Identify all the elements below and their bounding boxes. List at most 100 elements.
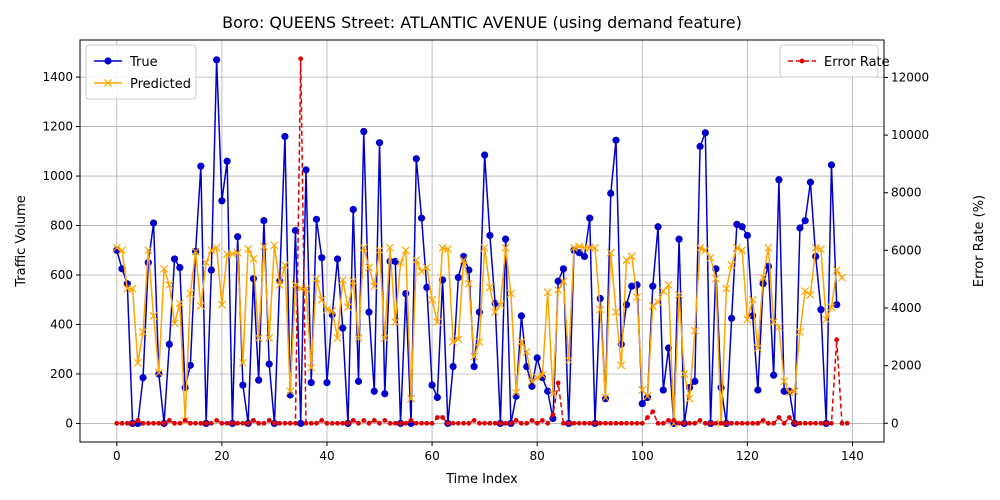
data-point xyxy=(144,246,153,255)
data-point xyxy=(770,371,778,379)
data-point xyxy=(627,252,636,261)
legend-marker xyxy=(103,78,113,88)
data-point xyxy=(118,246,127,255)
data-point xyxy=(512,392,520,400)
data-point xyxy=(172,420,177,426)
data-point xyxy=(175,299,184,308)
data-point xyxy=(470,362,478,371)
data-point xyxy=(486,231,494,240)
data-point xyxy=(166,417,172,423)
data-point xyxy=(524,420,530,426)
x-tick-label: 80 xyxy=(530,449,545,463)
data-point xyxy=(281,132,289,141)
right-y-tick-label: 10000 xyxy=(891,128,929,142)
data-point xyxy=(238,358,247,367)
data-point xyxy=(445,420,451,426)
data-point xyxy=(359,243,368,252)
data-point xyxy=(461,420,467,426)
data-point xyxy=(139,374,147,382)
data-point xyxy=(503,420,509,426)
data-point xyxy=(787,415,792,420)
right-y-axis-ticks: 0 2000 4000 6000 8000 10000 12000 xyxy=(884,70,929,430)
data-point xyxy=(333,334,342,343)
legend-label: Predicted xyxy=(130,77,191,92)
left-y-tick-label: 400 xyxy=(50,317,73,331)
data-point xyxy=(829,420,834,426)
data-point xyxy=(249,254,258,263)
data-point xyxy=(675,290,684,299)
data-point xyxy=(706,253,715,262)
data-point xyxy=(261,420,267,426)
data-point xyxy=(833,301,841,309)
data-point xyxy=(743,231,751,240)
data-point xyxy=(182,417,188,423)
data-point xyxy=(470,352,479,361)
data-point xyxy=(697,417,703,423)
data-point xyxy=(723,420,729,426)
data-point xyxy=(308,420,314,426)
data-point xyxy=(471,417,477,423)
x-tick-label: 0 xyxy=(113,449,121,463)
data-point xyxy=(680,369,689,378)
data-point xyxy=(286,391,294,399)
data-point xyxy=(307,379,315,387)
data-point xyxy=(692,420,698,426)
left-y-axis-ticks: 0 200 400 600 800 1000 1200 1400 xyxy=(42,70,80,430)
data-point xyxy=(465,266,473,274)
data-point xyxy=(133,358,142,367)
data-point xyxy=(186,361,194,369)
data-point xyxy=(380,334,389,343)
data-point xyxy=(601,395,610,403)
data-point xyxy=(229,420,235,426)
data-point xyxy=(534,420,540,426)
data-point xyxy=(149,219,158,227)
data-point xyxy=(297,419,305,428)
data-point xyxy=(491,308,500,317)
right-y-tick-label: 2000 xyxy=(891,359,922,373)
data-point xyxy=(813,420,819,426)
data-point xyxy=(156,420,162,426)
data-point xyxy=(370,387,378,395)
data-point xyxy=(701,129,709,137)
data-point xyxy=(170,255,179,263)
data-point xyxy=(454,273,462,282)
data-point xyxy=(428,381,436,389)
data-point xyxy=(801,287,810,296)
data-point xyxy=(708,420,713,426)
data-point xyxy=(338,275,347,284)
data-point xyxy=(235,420,241,426)
data-point xyxy=(722,284,731,293)
data-point xyxy=(260,216,268,225)
data-point xyxy=(333,255,342,263)
data-point xyxy=(349,205,357,214)
data-point xyxy=(666,417,671,423)
data-point xyxy=(335,420,340,426)
data-point xyxy=(771,420,777,426)
data-point xyxy=(655,420,661,426)
data-point xyxy=(775,176,783,184)
data-point xyxy=(149,311,158,320)
data-point xyxy=(275,280,284,289)
data-point xyxy=(455,420,461,426)
data-point xyxy=(387,420,393,426)
data-point xyxy=(837,273,846,282)
legend-right: Error Rate xyxy=(779,44,890,78)
data-point xyxy=(608,420,614,426)
data-point xyxy=(314,420,319,426)
data-point xyxy=(790,387,799,396)
data-point xyxy=(501,243,510,252)
data-point xyxy=(312,215,321,223)
data-point xyxy=(214,417,220,423)
data-point xyxy=(596,305,605,314)
data-point xyxy=(822,315,831,324)
data-point xyxy=(601,393,610,402)
data-point xyxy=(632,293,642,302)
data-point xyxy=(839,420,845,426)
data-point xyxy=(622,256,631,265)
data-point xyxy=(607,189,615,197)
data-point xyxy=(734,420,740,426)
data-point xyxy=(354,334,363,343)
data-point xyxy=(361,417,367,423)
data-point xyxy=(817,306,825,314)
data-point xyxy=(245,420,251,426)
